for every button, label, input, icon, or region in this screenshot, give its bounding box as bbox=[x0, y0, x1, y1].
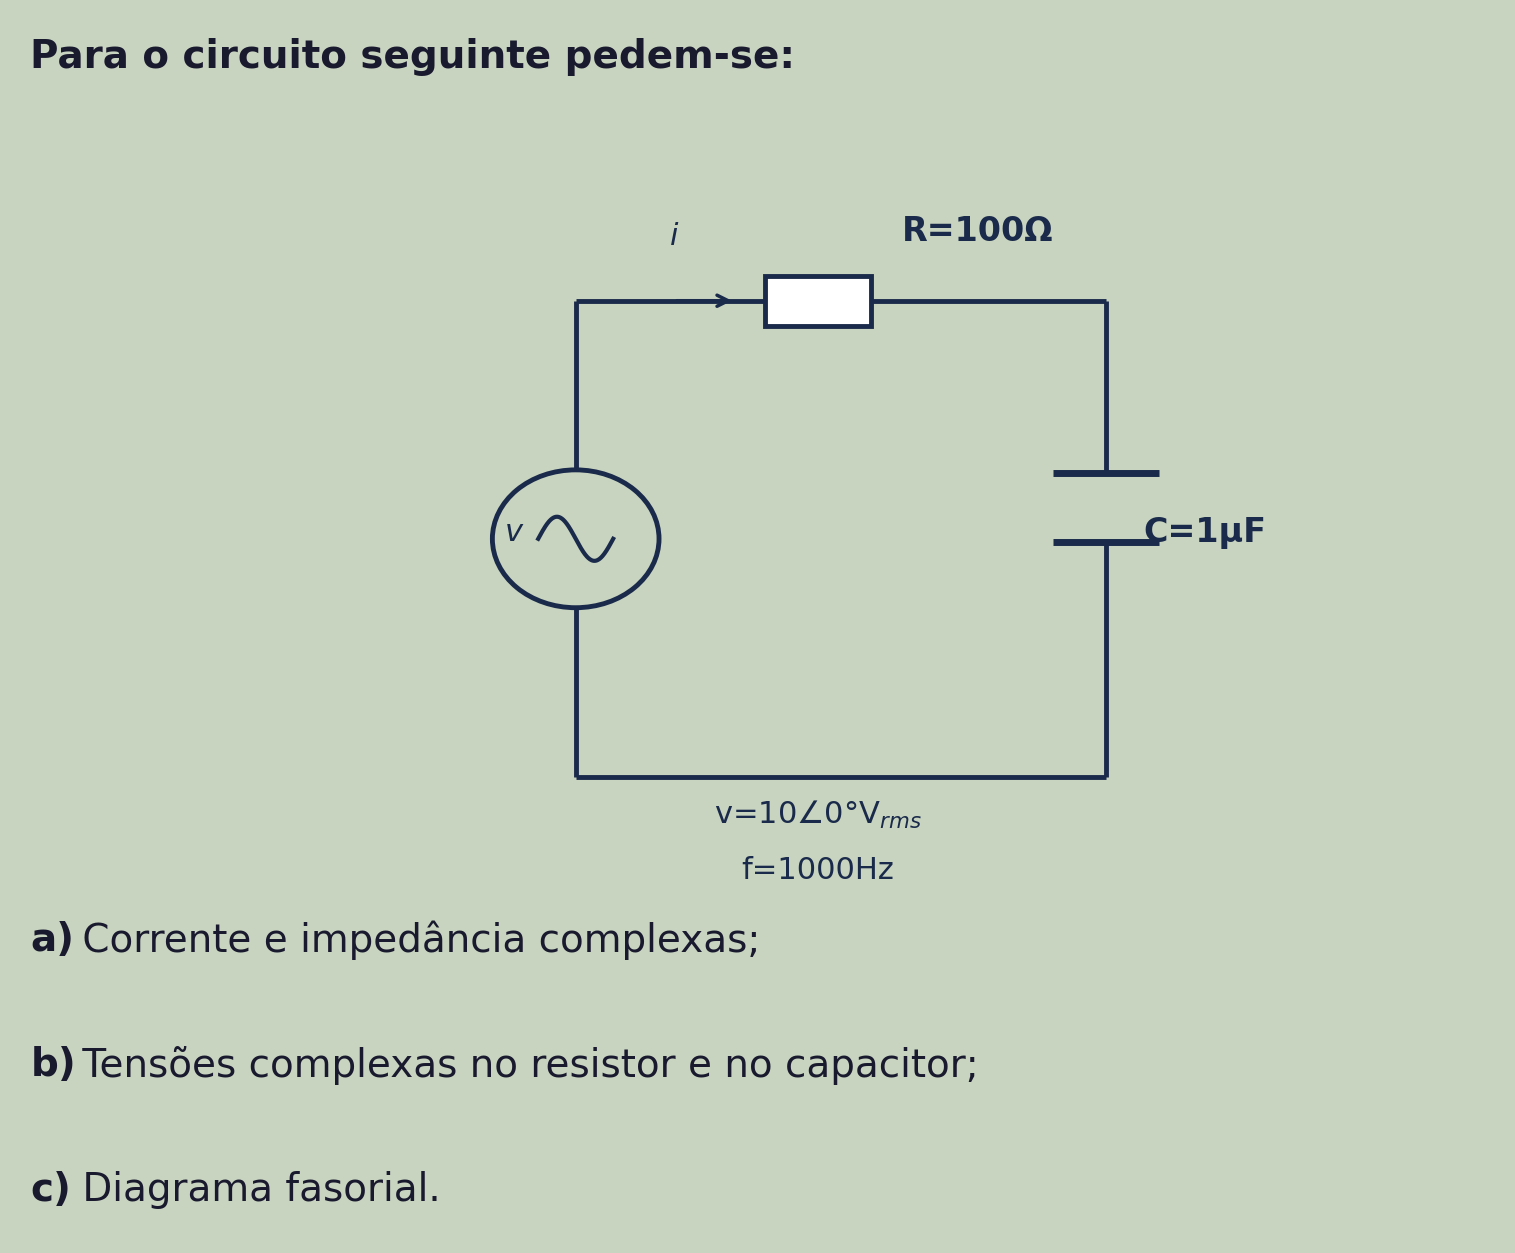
Text: R=100Ω: R=100Ω bbox=[901, 216, 1053, 248]
Text: b): b) bbox=[30, 1046, 76, 1084]
Text: i: i bbox=[670, 222, 679, 251]
Text: Corrente e impedância complexas;: Corrente e impedância complexas; bbox=[70, 920, 761, 960]
Text: v: v bbox=[504, 517, 523, 548]
Text: Para o circuito seguinte pedem-se:: Para o circuito seguinte pedem-se: bbox=[30, 38, 795, 75]
Text: c): c) bbox=[30, 1172, 71, 1209]
Text: C=1μF: C=1μF bbox=[1144, 516, 1267, 549]
Text: a): a) bbox=[30, 921, 74, 959]
Text: f=1000Hz: f=1000Hz bbox=[742, 856, 894, 886]
Text: Diagrama fasorial.: Diagrama fasorial. bbox=[70, 1172, 441, 1209]
Polygon shape bbox=[765, 276, 871, 326]
Text: Tensões complexas no resistor e no capacitor;: Tensões complexas no resistor e no capac… bbox=[70, 1045, 979, 1085]
Text: v=10$\angle$0°V$_{rms}$: v=10$\angle$0°V$_{rms}$ bbox=[714, 798, 923, 831]
